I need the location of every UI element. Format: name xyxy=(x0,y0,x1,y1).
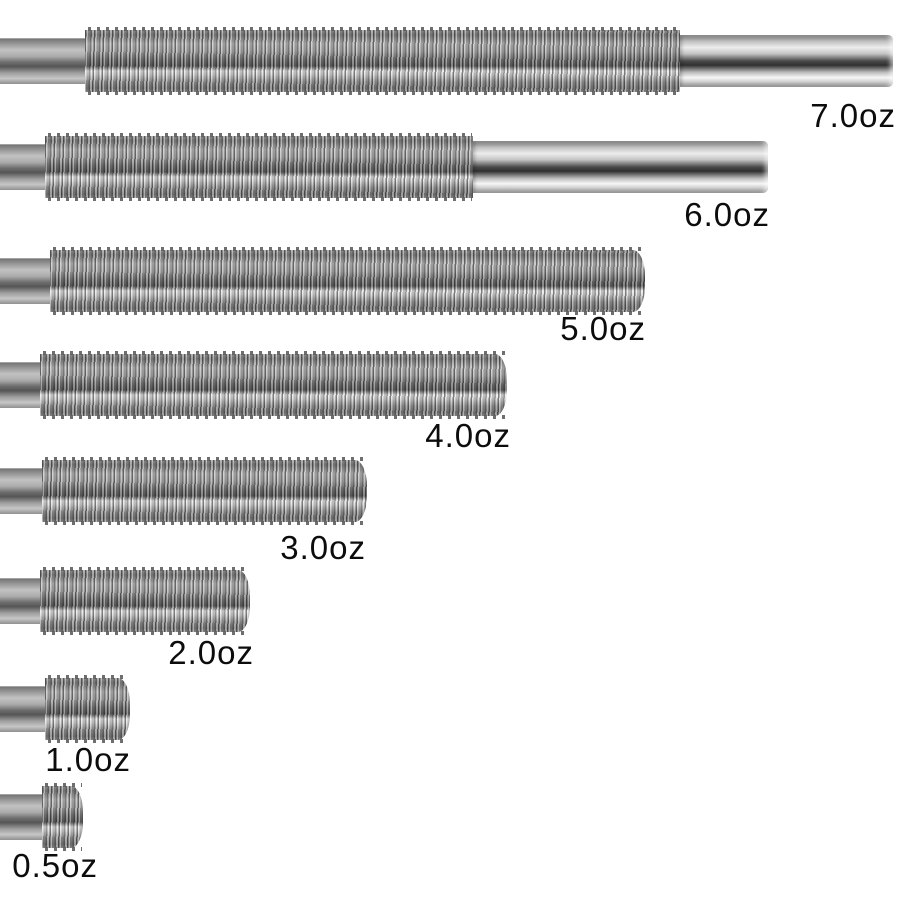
rod-row: 1.0oz xyxy=(0,675,130,778)
rod-tube xyxy=(680,35,893,87)
weight-label: 0.5oz xyxy=(12,847,98,884)
rod-collar xyxy=(0,38,85,84)
rod-row: 3.0oz xyxy=(0,457,367,566)
threaded-rod xyxy=(0,457,367,525)
rod-collar xyxy=(0,686,45,732)
threaded-rod xyxy=(0,675,130,743)
rod-collar xyxy=(0,794,42,840)
rod-row: 6.0oz xyxy=(0,133,769,233)
threaded-rod xyxy=(0,247,645,315)
rod-collar xyxy=(0,258,50,304)
rod-collar xyxy=(0,362,40,408)
rod-threads xyxy=(42,783,83,851)
threaded-rod xyxy=(0,27,893,95)
rod-row: 0.5oz xyxy=(0,783,97,884)
rod-threads xyxy=(40,351,507,419)
rod-threads xyxy=(45,675,130,743)
rod-threads xyxy=(50,247,645,315)
rod-tube xyxy=(473,141,768,193)
weight-label: 5.0oz xyxy=(560,310,646,347)
weight-label: 1.0oz xyxy=(45,741,131,778)
weight-label: 3.0oz xyxy=(280,529,366,566)
rod-collar xyxy=(0,144,45,190)
rod-threads xyxy=(45,133,473,201)
rod-threads xyxy=(40,567,250,635)
rod-collar xyxy=(0,468,42,514)
weight-label: 6.0oz xyxy=(684,196,770,233)
rod-row: 4.0oz xyxy=(0,351,510,454)
rod-threads xyxy=(85,27,680,95)
rod-row: 5.0oz xyxy=(0,247,645,347)
threaded-rod xyxy=(0,133,768,201)
rod-threads xyxy=(42,457,367,525)
threaded-rod xyxy=(0,567,250,635)
weight-label: 2.0oz xyxy=(168,634,254,671)
rod-row: 7.0oz xyxy=(0,27,895,134)
threaded-rod xyxy=(0,783,83,851)
rod-collar xyxy=(0,578,40,624)
weight-label: 4.0oz xyxy=(425,417,511,454)
threaded-rod xyxy=(0,351,507,419)
weight-label: 7.0oz xyxy=(810,97,896,134)
rod-row: 2.0oz xyxy=(0,567,253,671)
